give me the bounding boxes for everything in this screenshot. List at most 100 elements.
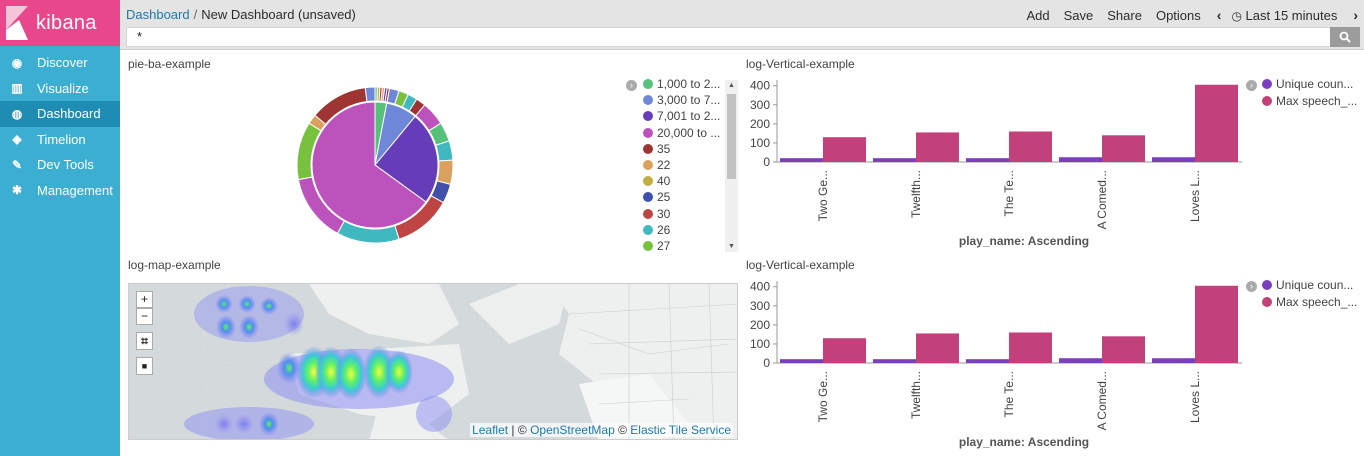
bar-unique-count[interactable] bbox=[1059, 157, 1102, 162]
pie-legend-item[interactable]: 35 bbox=[643, 142, 670, 156]
sidebar-item-dev-tools[interactable]: ✎ Dev Tools bbox=[0, 152, 120, 178]
sidebar-item-management[interactable]: ✱ Management bbox=[0, 178, 120, 204]
crop-icon[interactable]: ⌗ bbox=[136, 332, 153, 350]
bar-unique-count[interactable] bbox=[780, 359, 823, 363]
bar-max-speech[interactable] bbox=[916, 132, 959, 162]
bar-max-speech[interactable] bbox=[1102, 336, 1145, 363]
bar-unique-count[interactable] bbox=[780, 158, 823, 162]
pie-legend-item[interactable]: 27 bbox=[643, 239, 670, 253]
bar-max-speech[interactable] bbox=[1009, 332, 1052, 363]
x-tick-label: A Comed... bbox=[1095, 170, 1109, 229]
pie-legend-item[interactable]: 1,000 to 2... bbox=[643, 77, 720, 91]
bar-max-speech[interactable] bbox=[1195, 285, 1238, 363]
bar-unique-count[interactable] bbox=[966, 158, 1009, 162]
bar-max-speech[interactable] bbox=[1102, 135, 1145, 162]
heatmap-map[interactable]: Leaflet | © OpenStreetMap © Elastic Tile… bbox=[128, 283, 738, 440]
scroll-up-icon[interactable]: ▲ bbox=[728, 82, 735, 89]
openstreetmap-link[interactable]: OpenStreetMap bbox=[530, 423, 615, 437]
x-axis-label: play_name: Ascending bbox=[959, 435, 1089, 449]
brand-name: kibana bbox=[36, 11, 97, 34]
bar-2-legend-toggle-icon[interactable]: › bbox=[1246, 281, 1257, 292]
scroll-thumb[interactable] bbox=[727, 94, 736, 179]
x-tick-label: The Te... bbox=[1002, 170, 1016, 216]
sidebar-item-label: Timelion bbox=[37, 131, 86, 147]
pie-legend-item[interactable]: 40 bbox=[643, 174, 670, 188]
legend-label: Unique coun... bbox=[1276, 77, 1354, 91]
bar-unique-count[interactable] bbox=[1152, 157, 1195, 162]
bar-legend-item[interactable]: Max speech_... bbox=[1262, 295, 1357, 309]
pie-legend-item[interactable]: 30 bbox=[643, 207, 670, 221]
legend-swatch bbox=[643, 95, 653, 106]
sidebar-item-label: Visualize bbox=[37, 80, 89, 96]
bar-max-speech[interactable] bbox=[1009, 131, 1052, 162]
zoom-out-button[interactable]: − bbox=[136, 308, 153, 325]
pie-legend-toggle-icon[interactable]: › bbox=[626, 80, 637, 91]
scroll-down-icon[interactable]: ▼ bbox=[728, 243, 735, 250]
sidebar-item-discover[interactable]: ◉ Discover bbox=[0, 50, 120, 76]
pie-outer-slice[interactable] bbox=[364, 86, 376, 103]
pie-inner-slice[interactable] bbox=[311, 101, 427, 229]
bar-unique-count[interactable] bbox=[873, 359, 916, 363]
brand[interactable]: kibana bbox=[0, 0, 120, 46]
legend-swatch bbox=[1262, 79, 1272, 89]
sidebar-item-timelion[interactable]: ◈ Timelion bbox=[0, 127, 120, 153]
map-background bbox=[129, 284, 737, 439]
legend-label: 25 bbox=[657, 190, 671, 205]
pie-outer-slice[interactable] bbox=[435, 140, 454, 162]
legend-swatch bbox=[1262, 280, 1272, 290]
search-button[interactable] bbox=[1330, 27, 1360, 47]
bar-max-speech[interactable] bbox=[823, 137, 866, 162]
bar-unique-count[interactable] bbox=[1059, 358, 1102, 363]
bar-1-legend-toggle-icon[interactable]: › bbox=[1246, 80, 1257, 91]
zoom-in-button[interactable]: + bbox=[136, 291, 153, 308]
save-button[interactable]: Save bbox=[1063, 7, 1094, 23]
bar-unique-count[interactable] bbox=[873, 158, 916, 162]
legend-label: Unique coun... bbox=[1276, 278, 1354, 292]
sidebar-item-dashboard[interactable]: ◍ Dashboard bbox=[0, 101, 120, 127]
x-tick-label: Loves L... bbox=[1188, 371, 1202, 423]
bar-unique-count[interactable] bbox=[1152, 358, 1195, 363]
bar-max-speech[interactable] bbox=[916, 333, 959, 363]
bar-max-speech[interactable] bbox=[823, 338, 866, 363]
y-tick-label: 300 bbox=[750, 299, 770, 313]
breadcrumb-dashboard-link[interactable]: Dashboard bbox=[126, 7, 190, 22]
bar-panel-2-title: log-Vertical-example bbox=[746, 258, 855, 272]
map-panel-title: log-map-example bbox=[128, 258, 221, 272]
dashboard-icon: ◍ bbox=[11, 106, 23, 121]
pie-legend-item[interactable]: 3,000 to 7... bbox=[643, 93, 720, 107]
attribution-sep-1: | © bbox=[508, 423, 531, 437]
bar-legend-item[interactable]: Unique coun... bbox=[1262, 77, 1353, 91]
sidebar-item-visualize[interactable]: ▥ Visualize bbox=[0, 76, 120, 102]
sidebar-item-label: Dashboard bbox=[37, 106, 101, 122]
legend-label: 3,000 to 7... bbox=[657, 93, 721, 108]
options-button[interactable]: Options bbox=[1155, 7, 1201, 23]
legend-label: 40 bbox=[657, 174, 671, 189]
pie-outer-slice[interactable] bbox=[436, 159, 454, 186]
bar-max-speech[interactable] bbox=[1195, 84, 1238, 162]
share-button[interactable]: Share bbox=[1107, 7, 1142, 23]
pie-legend-item[interactable]: 20,000 to ... bbox=[643, 126, 720, 140]
legend-swatch bbox=[643, 143, 653, 154]
legend-label: 26 bbox=[657, 222, 671, 237]
sidebar-nav: ◉ Discover ▥ Visualize ◍ Dashboard ◈ Timelion ✎ D… bbox=[0, 50, 120, 203]
time-prev-chevron-left-icon[interactable]: ‹ bbox=[1216, 7, 1222, 23]
clock-icon: ◷ bbox=[1231, 8, 1242, 23]
search-input[interactable]: * bbox=[126, 27, 1360, 47]
bar-unique-count[interactable] bbox=[966, 359, 1009, 363]
legend-label: 27 bbox=[657, 239, 671, 253]
time-picker-button[interactable]: ◷ Last 15 minutes bbox=[1231, 8, 1337, 23]
bar-chart-1: 0 100 200 300 400 Two Ge... Twelfth... The Te..… bbox=[750, 79, 1242, 248]
pie-legend-scrollbar[interactable]: ▲ ▼ bbox=[725, 80, 738, 252]
pie-legend-item[interactable]: 25 bbox=[643, 190, 670, 204]
pie-panel-title: pie-ba-example bbox=[128, 57, 211, 71]
pie-legend-item[interactable]: 7,001 to 2... bbox=[643, 109, 720, 123]
time-next-chevron-right-icon[interactable]: › bbox=[1353, 7, 1358, 23]
pie-legend-item[interactable]: 26 bbox=[643, 223, 670, 237]
elastic-tile-service-link[interactable]: Elastic Tile Service bbox=[630, 423, 731, 437]
add-button[interactable]: Add bbox=[1026, 7, 1050, 23]
bar-legend-item[interactable]: Unique coun... bbox=[1262, 278, 1353, 292]
leaflet-link[interactable]: Leaflet bbox=[472, 423, 509, 437]
pie-legend-item[interactable]: 22 bbox=[643, 158, 670, 172]
draw-rectangle-icon[interactable]: ■ bbox=[136, 357, 153, 375]
bar-legend-item[interactable]: Max speech_... bbox=[1262, 94, 1357, 108]
